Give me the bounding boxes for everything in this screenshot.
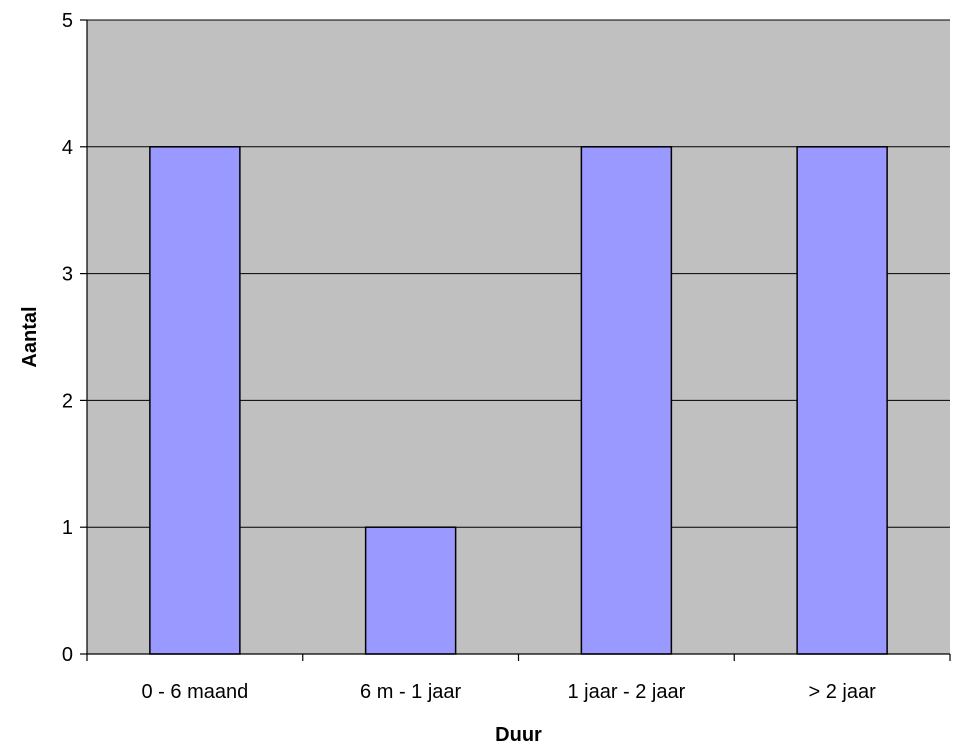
x-tick-label-3: > 2 jaar (808, 681, 876, 703)
x-tick-label-2: 1 jaar - 2 jaar (567, 681, 685, 703)
bar-1 (364, 526, 457, 655)
y-tick-label-1: 1 (62, 517, 73, 539)
y-tick-labels: 0 1 2 3 4 5 (62, 10, 73, 666)
y-axis-title: Aantal (19, 306, 41, 367)
y-tick-label-5: 5 (62, 10, 73, 32)
bar-3 (796, 146, 888, 655)
x-axis-title: Duur (495, 724, 542, 746)
bars (149, 146, 888, 655)
bar-0 (149, 146, 241, 655)
axes (80, 19, 951, 661)
x-tick-labels: 0 - 6 maand 6 m - 1 jaar 1 jaar - 2 jaar > … (142, 681, 877, 703)
bar-2 (580, 146, 673, 655)
y-tick-label-0: 0 (62, 644, 73, 666)
x-tick-label-0: 0 - 6 maand (142, 681, 249, 703)
y-tick-label-3: 3 (62, 264, 73, 286)
y-tick-label-4: 4 (62, 137, 73, 159)
y-tick-label-2: 2 (62, 390, 73, 412)
x-tick-label-1: 6 m - 1 jaar (360, 681, 461, 703)
